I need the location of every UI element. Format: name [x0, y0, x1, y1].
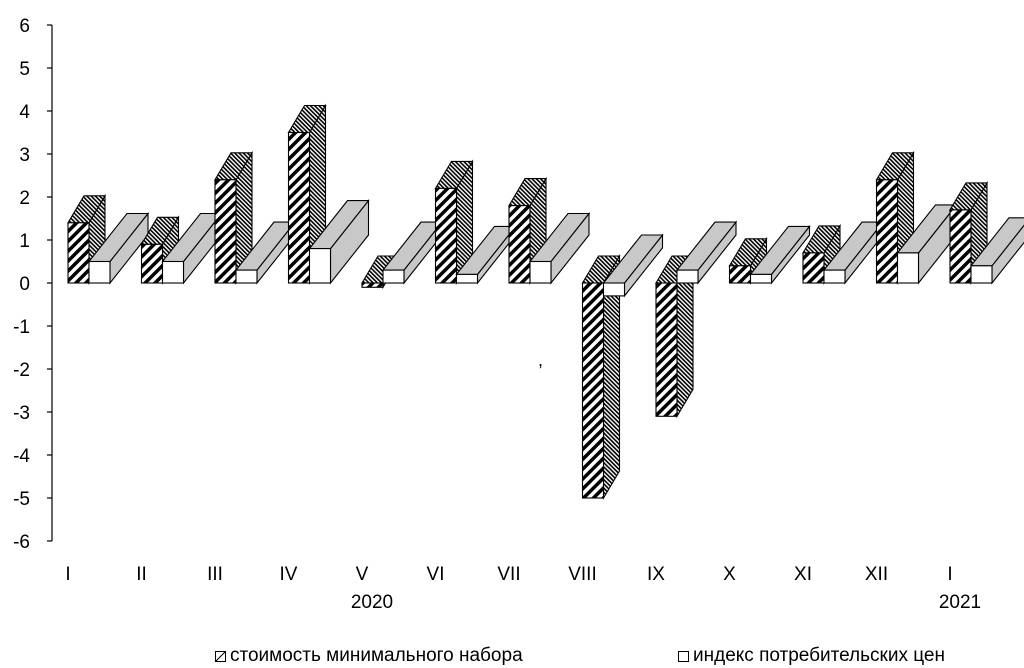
y-tick-label: -2 — [13, 360, 30, 381]
bar-cpi-13 — [969, 217, 1024, 285]
y-tick-label: 0 — [19, 274, 30, 295]
y-tick-label: -3 — [13, 403, 30, 424]
bar-cpi-10-front — [749, 273, 773, 284]
legend-label-cost: стоимость минимального набора — [230, 645, 523, 666]
bar-cost-8-front — [581, 282, 605, 499]
y-tick-label: -5 — [13, 489, 30, 510]
bar-cpi-11 — [822, 220, 885, 285]
x-year-label: 2020 — [351, 592, 393, 613]
x-tick-label: I — [65, 564, 70, 585]
bar-cost-3-front — [214, 179, 237, 284]
bar-cost-10-front — [728, 265, 752, 284]
x-tick-label: III — [207, 564, 223, 585]
bar-cost-9 — [655, 253, 694, 419]
x-tick-label: XII — [865, 564, 888, 585]
bar-cpi-6 — [455, 224, 517, 285]
bar-cpi-1-front — [88, 260, 111, 284]
x-tick-label: II — [136, 564, 147, 585]
bar-cpi-3 — [234, 220, 297, 285]
x-tick-label: IX — [647, 564, 665, 585]
bar-cpi-8-front — [602, 282, 626, 297]
bar-cpi-13-front — [970, 265, 993, 284]
legend-label-cpi: индекс потребительских цен — [693, 645, 945, 666]
bar-cost-5-front — [361, 282, 384, 288]
bar-cpi-4-front — [308, 248, 332, 284]
bar-cost-13 — [949, 180, 988, 286]
bar-cpi-9-front — [676, 269, 699, 284]
bar-cpi-12 — [896, 203, 958, 285]
bar-cpi-5-front — [382, 269, 405, 284]
y-tick-label: 2 — [19, 188, 30, 209]
y-tick-label: 6 — [19, 16, 30, 37]
bar-cpi-12-front — [896, 252, 920, 284]
x-tick-label: XI — [794, 564, 812, 585]
stray-mark: , — [538, 350, 543, 370]
x-tick-label: VI — [427, 564, 445, 585]
bar-cost-2-front — [140, 243, 164, 284]
bar-cpi-11-front — [823, 269, 846, 284]
bar-cpi-7 — [528, 211, 591, 285]
y-tick-label: 5 — [19, 59, 30, 80]
legend-swatch-plain — [678, 650, 689, 662]
legend-item-cpi: индекс потребительских цен — [678, 645, 945, 667]
bar-cpi-6-front — [455, 273, 479, 284]
x-tick-label: IV — [280, 564, 298, 585]
y-axis: 6 5 4 3 2 1 0 -1 -2 -3 -4 -5 -6 — [13, 16, 53, 553]
bar-cpi-10 — [749, 224, 811, 285]
x-tick-label: VII — [497, 564, 520, 585]
y-tick-label: 4 — [19, 102, 30, 123]
bar-cost-1-front — [67, 222, 90, 284]
bar-cpi-4 — [308, 199, 370, 285]
bar-cost-8 — [581, 253, 621, 501]
legend-item-cost: стоимость минимального набора — [215, 645, 523, 667]
bar-cost-4-front — [287, 131, 311, 284]
x-year-label: 2021 — [939, 592, 981, 613]
bar-cpi-7-front — [529, 260, 552, 284]
bar-cost-6 — [434, 159, 474, 286]
bar-cpi-2-front — [161, 260, 185, 284]
y-tick-label: -1 — [13, 317, 30, 338]
bar-cpi-2 — [161, 211, 223, 285]
bars — [67, 103, 1024, 501]
legend-swatch-hatched — [215, 650, 226, 662]
y-tick-label: -6 — [13, 532, 30, 553]
y-tick-label: -4 — [13, 446, 30, 467]
x-tick-label: X — [723, 564, 736, 585]
x-tick-label: VIII — [568, 564, 597, 585]
bar-cost-7-front — [508, 205, 531, 284]
bar-cost-6-front — [434, 187, 458, 284]
bar-cost-12-front — [875, 179, 899, 284]
bar-cpi-8 — [602, 233, 664, 298]
y-tick-label: 3 — [19, 145, 30, 166]
x-tick-label: I — [947, 564, 952, 585]
bar-cpi-9 — [675, 220, 738, 285]
bar-cost-11-front — [802, 252, 825, 284]
bar-cost-9-front — [655, 282, 678, 417]
bar-cpi-5 — [381, 220, 444, 285]
bar-cost-13-front — [949, 209, 972, 284]
bar-cpi-3-front — [235, 269, 258, 284]
x-tick-label: V — [356, 564, 369, 585]
y-tick-label: 1 — [19, 231, 30, 252]
